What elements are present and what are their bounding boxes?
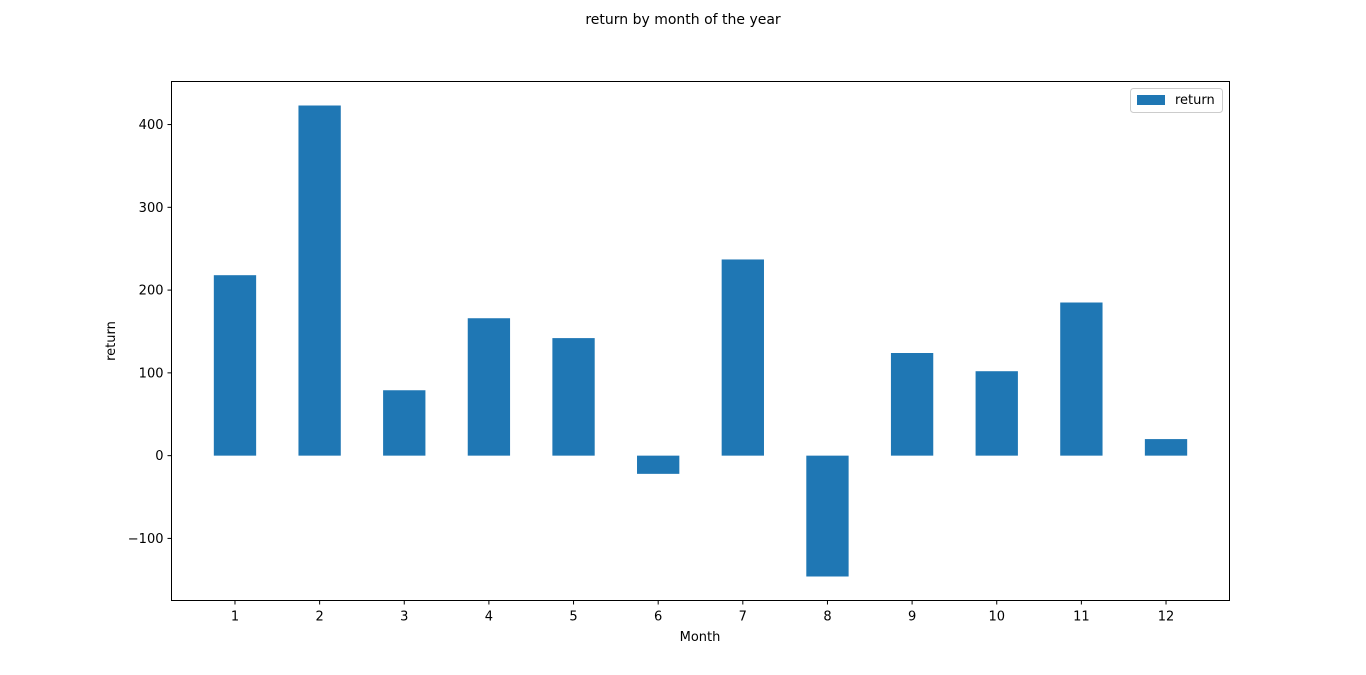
bar-month-6 — [637, 455, 680, 474]
x-tick-label: 6 — [654, 610, 662, 625]
x-tick-label: 2 — [315, 610, 323, 625]
chart-title: return by month of the year — [585, 12, 781, 28]
bar-month-8 — [806, 455, 849, 577]
y-tick-label: −100 — [128, 532, 164, 547]
legend-label: return — [1175, 93, 1215, 108]
y-tick-label: 300 — [139, 201, 164, 216]
bar-month-7 — [721, 259, 764, 456]
legend-swatch — [1137, 95, 1165, 105]
bar-month-11 — [1060, 302, 1103, 456]
bar-month-2 — [298, 105, 341, 456]
bar-month-5 — [552, 338, 595, 456]
bar-month-9 — [890, 353, 934, 456]
y-tick-label: 400 — [139, 118, 164, 133]
x-tick-label: 3 — [400, 610, 408, 625]
x-tick-label: 7 — [739, 610, 747, 625]
x-tick-label: 9 — [908, 610, 916, 625]
y-tick-label: 200 — [139, 284, 164, 299]
x-tick-label: 1 — [231, 610, 239, 625]
x-tick-label: 12 — [1158, 610, 1175, 625]
x-axis-ticks: 1 2 3 4 5 6 7 8 9 10 11 12 — [231, 600, 1175, 625]
bar-month-1 — [213, 275, 257, 456]
legend: return — [1130, 88, 1223, 113]
bars-group — [213, 105, 1188, 577]
legend-box — [1130, 88, 1223, 113]
y-axis-label: return — [104, 321, 119, 361]
plot-frame — [171, 81, 1230, 601]
bar-month-3 — [383, 390, 426, 456]
x-tick-label: 10 — [988, 610, 1005, 625]
y-tick-label: 0 — [155, 449, 163, 464]
y-tick-label: 100 — [139, 366, 164, 381]
x-tick-label: 8 — [823, 610, 831, 625]
x-axis-label: Month — [680, 630, 721, 645]
bar-month-4 — [467, 318, 511, 456]
bar-month-12 — [1144, 439, 1188, 456]
y-axis-ticks: −100 0 100 200 300 400 — [128, 118, 172, 547]
x-tick-label: 11 — [1073, 610, 1090, 625]
bar-month-10 — [975, 371, 1018, 456]
x-tick-label: 4 — [485, 610, 493, 625]
x-tick-label: 5 — [569, 610, 577, 625]
